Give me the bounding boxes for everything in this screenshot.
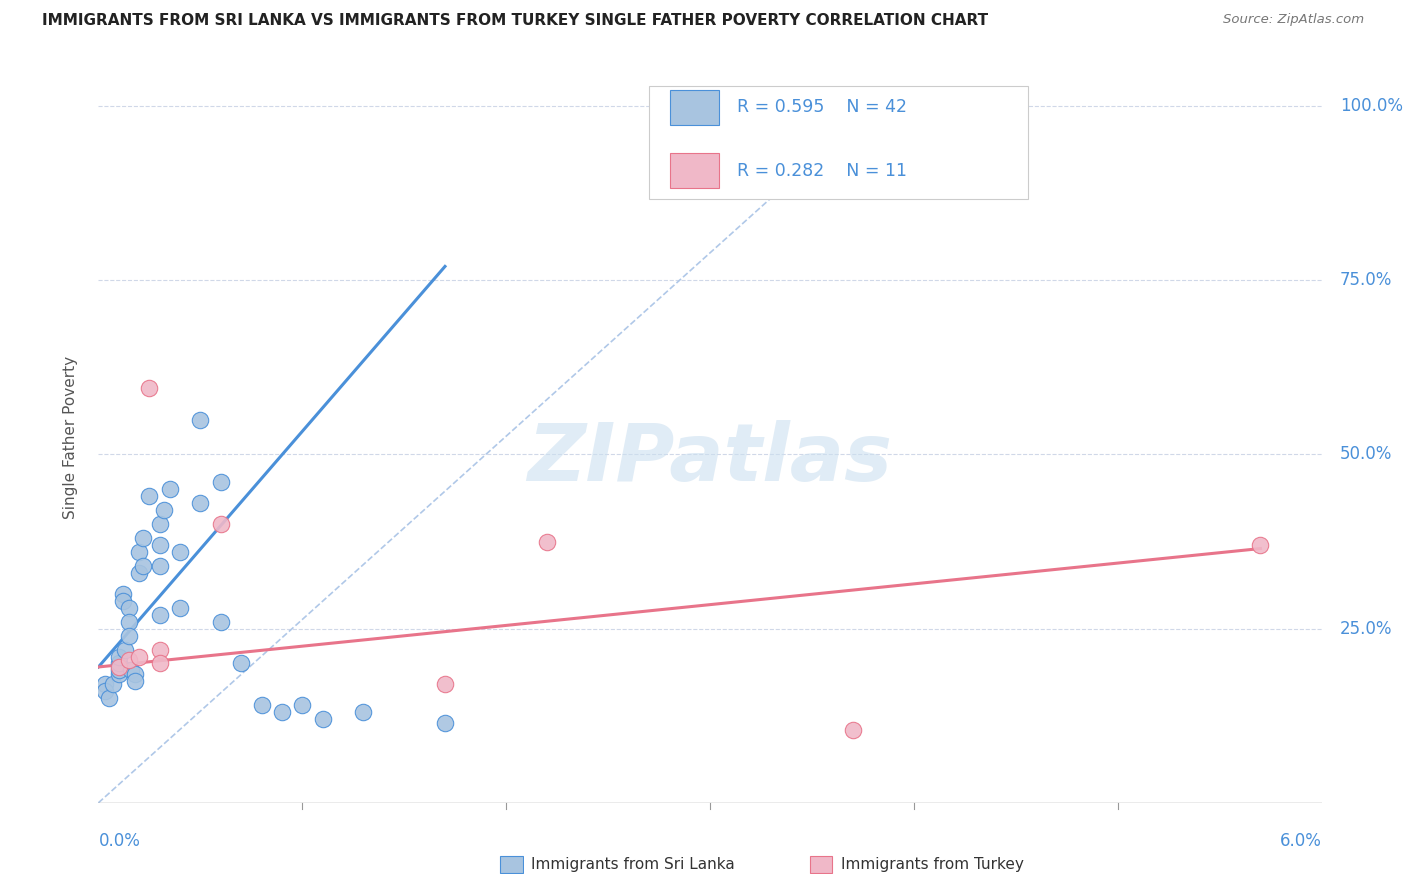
Point [231, 657, 253, 671]
Point [120, 664, 142, 678]
Point [93, 677, 115, 691]
Text: Immigrants from Sri Lanka: Immigrants from Sri Lanka [531, 857, 735, 871]
Point [108, 657, 131, 671]
Point [124, 667, 146, 681]
Point [169, 600, 191, 615]
Y-axis label: Single Father Poverty: Single Father Poverty [63, 356, 77, 518]
Point [93, 684, 115, 698]
Point [149, 607, 172, 622]
Point [118, 600, 141, 615]
Text: R = 0.595    N = 42: R = 0.595 N = 42 [737, 98, 907, 116]
Text: 0.0%: 0.0% [98, 832, 141, 850]
Point [311, 712, 335, 726]
Point [159, 483, 181, 497]
Point [149, 538, 172, 552]
Point [188, 412, 212, 426]
Point [250, 698, 273, 713]
Point [138, 489, 160, 503]
Point [740, 120, 762, 134]
Point [111, 587, 134, 601]
Point [841, 723, 863, 737]
Point [128, 649, 150, 664]
Point [118, 615, 141, 629]
Text: ZIPatlas: ZIPatlas [527, 420, 893, 498]
Text: R = 0.282    N = 11: R = 0.282 N = 11 [737, 161, 907, 180]
Point [128, 545, 150, 559]
Point [108, 667, 131, 681]
Bar [669, 89, 718, 125]
Text: Immigrants from Turkey: Immigrants from Turkey [841, 857, 1024, 871]
Text: 6.0%: 6.0% [1279, 832, 1322, 850]
Point [118, 653, 141, 667]
Point [209, 475, 232, 490]
Point [138, 381, 160, 395]
Point [114, 642, 136, 657]
Point [108, 660, 131, 674]
Point [291, 698, 314, 713]
Point [132, 558, 155, 573]
Text: 100.0%: 100.0% [1340, 97, 1403, 115]
Point [1249, 538, 1271, 552]
Bar [669, 153, 718, 188]
Text: Source: ZipAtlas.com: Source: ZipAtlas.com [1223, 13, 1364, 27]
Point [536, 534, 558, 549]
Text: IMMIGRANTS FROM SRI LANKA VS IMMIGRANTS FROM TURKEY SINGLE FATHER POVERTY CORREL: IMMIGRANTS FROM SRI LANKA VS IMMIGRANTS … [42, 13, 988, 29]
Point [128, 566, 150, 580]
Text: 25.0%: 25.0% [1340, 620, 1392, 638]
Point [108, 664, 131, 678]
Point [149, 642, 172, 657]
Point [149, 517, 172, 532]
Point [433, 715, 456, 730]
Point [124, 673, 146, 688]
Point [352, 705, 374, 719]
Point [132, 531, 155, 545]
Point [169, 545, 191, 559]
Point [433, 677, 456, 691]
Point [152, 503, 174, 517]
Point [101, 677, 124, 691]
Point [188, 496, 212, 510]
FancyBboxPatch shape [648, 86, 1028, 200]
Point [108, 649, 131, 664]
Point [270, 705, 292, 719]
Point [111, 594, 134, 608]
Point [97, 691, 120, 706]
Point [149, 558, 172, 573]
Point [209, 615, 232, 629]
Point [118, 629, 141, 643]
Text: 50.0%: 50.0% [1340, 445, 1392, 464]
Point [149, 657, 172, 671]
Text: 75.0%: 75.0% [1340, 271, 1392, 289]
Point [209, 517, 232, 532]
